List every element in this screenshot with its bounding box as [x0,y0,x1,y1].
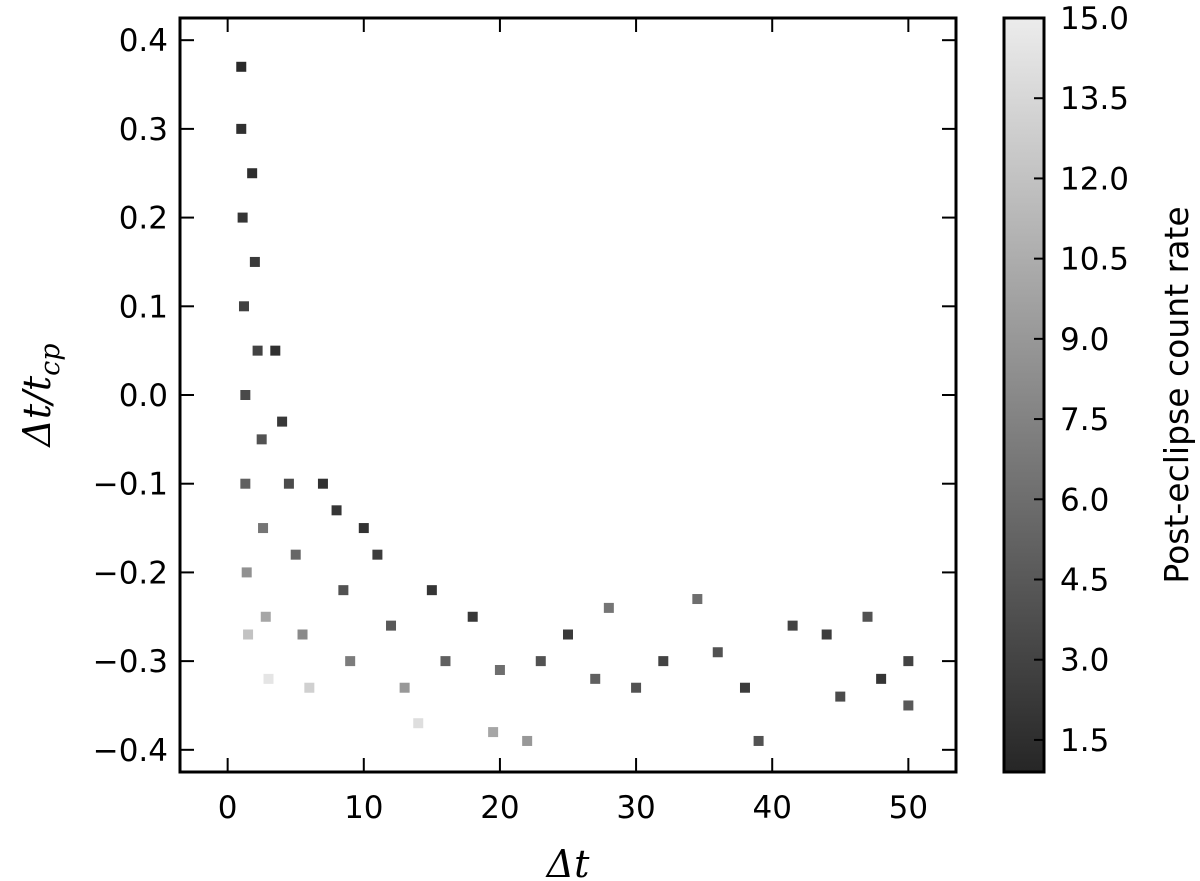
data-point [399,682,410,693]
data-point [590,673,601,684]
y-tick-label: 0.3 [119,112,168,148]
y-tick-label: −0.4 [93,733,168,769]
data-point [712,647,723,658]
colorbar-tick-label: 10.5 [1060,242,1129,278]
data-point [238,301,249,312]
data-point [426,585,437,596]
data-point [260,611,271,622]
data-point [236,123,247,134]
colorbar-label: Post-eclipse count rate [1157,206,1196,583]
y-tick-label: 0.2 [119,201,168,237]
y-tick-label: −0.2 [93,555,168,591]
data-point [372,549,383,560]
data-point [903,656,914,667]
colorbar-tick-label: 4.5 [1060,562,1109,598]
scatter-points [236,61,914,746]
data-point [236,61,247,72]
data-point [739,682,750,693]
colorbar-tick-label: 9.0 [1060,322,1109,358]
y-tick-label: 0.0 [119,378,168,414]
data-point [237,212,248,223]
data-point [270,345,281,356]
x-tick-label: 30 [616,790,655,826]
x-axis: 0 10 20 30 40 50 [218,18,928,826]
data-point [297,629,308,640]
data-point [290,549,301,560]
data-point [692,594,703,605]
data-point [494,664,505,675]
x-axis-label: Δt [545,842,590,881]
data-point [563,629,573,640]
data-point [240,390,251,400]
colorbar-gradient [1002,16,1046,774]
y-tick-label: −0.3 [93,644,168,680]
data-point [263,673,274,684]
data-point [821,629,832,640]
data-point [252,345,263,356]
y-axis-label: Δt/tcp [15,343,66,448]
data-point [440,656,451,667]
y-tick-label: 0.1 [119,289,168,325]
data-point [753,735,764,746]
x-tick-label: 40 [752,790,791,826]
data-point [603,602,614,613]
y-tick-label: −0.1 [93,467,168,503]
data-point [240,478,251,489]
data-point [283,478,294,489]
data-point [256,434,267,445]
data-point [358,523,369,534]
data-point [787,620,798,631]
y-tick-label: 0.4 [119,23,168,59]
data-point [277,416,288,427]
plot-area-frame [178,16,958,774]
data-point [903,700,914,711]
data-point [258,523,269,534]
data-point [249,256,260,267]
x-tick-label: 0 [218,790,238,826]
colorbar-tick-label: 7.5 [1060,402,1109,438]
colorbar-tick-label: 6.0 [1060,482,1109,518]
data-point [338,585,349,596]
colorbar-tick-label: 15.0 [1060,1,1129,37]
data-point [317,478,328,489]
colorbar-tick-label: 13.5 [1060,81,1129,117]
data-point [835,691,846,702]
x-tick-label: 10 [344,790,383,826]
colorbar-tick-label: 12.0 [1060,161,1129,197]
colorbar-tick-label: 3.0 [1060,643,1109,679]
data-point [247,168,258,179]
colorbar: 1.5 3.0 4.5 6.0 7.5 9.0 10.5 12.0 13.5 15.0 Post-… [1002,1,1196,774]
data-point [535,656,546,667]
data-point [345,656,356,667]
data-point [241,567,252,578]
data-point [658,656,669,667]
data-point [631,682,642,693]
data-point [243,629,254,640]
colorbar-ticks: 1.5 3.0 4.5 6.0 7.5 9.0 10.5 12.0 13.5 15.0 [1034,1,1129,759]
data-point [386,620,397,631]
data-point [488,727,499,738]
data-point [522,735,533,746]
data-point [304,682,315,693]
x-tick-label: 50 [889,790,928,826]
data-point [876,673,887,684]
data-point [467,611,478,622]
x-tick-label: 20 [480,790,519,826]
colorbar-tick-label: 1.5 [1060,723,1109,759]
data-point [413,718,424,729]
data-point [331,505,342,516]
data-point [862,611,873,622]
y-axis: −0.4 −0.3 −0.2 −0.1 0.0 0.1 0.2 0.3 0.4 [93,23,956,769]
